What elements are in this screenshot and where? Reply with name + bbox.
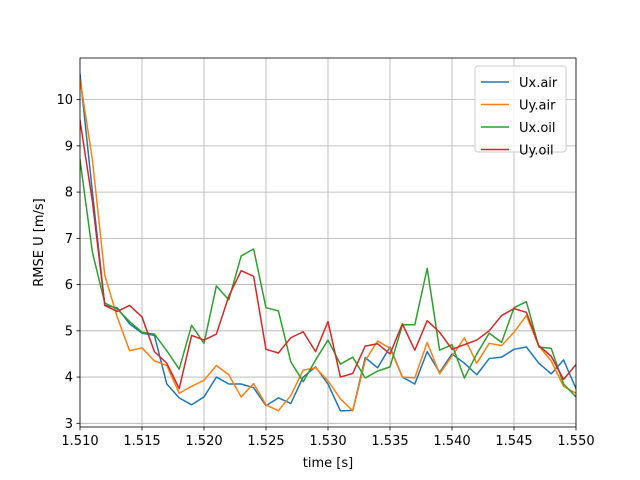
x-tick-label: 1.545 [495,434,532,449]
series-line-ux-oil [80,158,576,399]
y-tick-label: 7 [65,232,73,247]
y-tick-label: 8 [65,186,73,201]
x-tick-label: 1.535 [371,434,408,449]
y-axis-label: RMSE U [m/s] [32,198,47,286]
y-tick-label: 4 [65,371,73,386]
x-tick-label: 1.520 [185,434,222,449]
series-line-uy-air [80,77,576,412]
x-tick-label: 1.515 [123,434,160,449]
legend-label: Ux.air [519,76,558,91]
series-line-uy-oil [80,119,576,390]
x-tick-label: 1.525 [247,434,284,449]
x-tick-label: 1.550 [557,434,594,449]
ticks: 1.510 1.515 1.520 1.525 1.530 1.535 1.540 1.545… [56,93,594,449]
series-layer [80,73,576,412]
x-axis-label: time [s] [303,456,353,471]
legend-label: Ux.oil [519,121,556,136]
legend-label: Uy.oil [519,144,554,159]
x-tick-label: 1.530 [309,434,346,449]
legend: Ux.air Uy.air Ux.oil Uy.oil [474,65,567,159]
x-tick-label: 1.510 [61,434,98,449]
series-line-ux-air [80,73,576,412]
y-tick-label: 3 [65,417,73,432]
x-tick-label: 1.540 [433,434,470,449]
y-tick-label: 9 [65,139,73,154]
y-tick-label: 10 [56,93,73,108]
legend-label: Uy.air [519,99,556,114]
y-tick-label: 5 [65,324,73,339]
y-tick-label: 6 [65,278,73,293]
legend-box [474,65,567,153]
